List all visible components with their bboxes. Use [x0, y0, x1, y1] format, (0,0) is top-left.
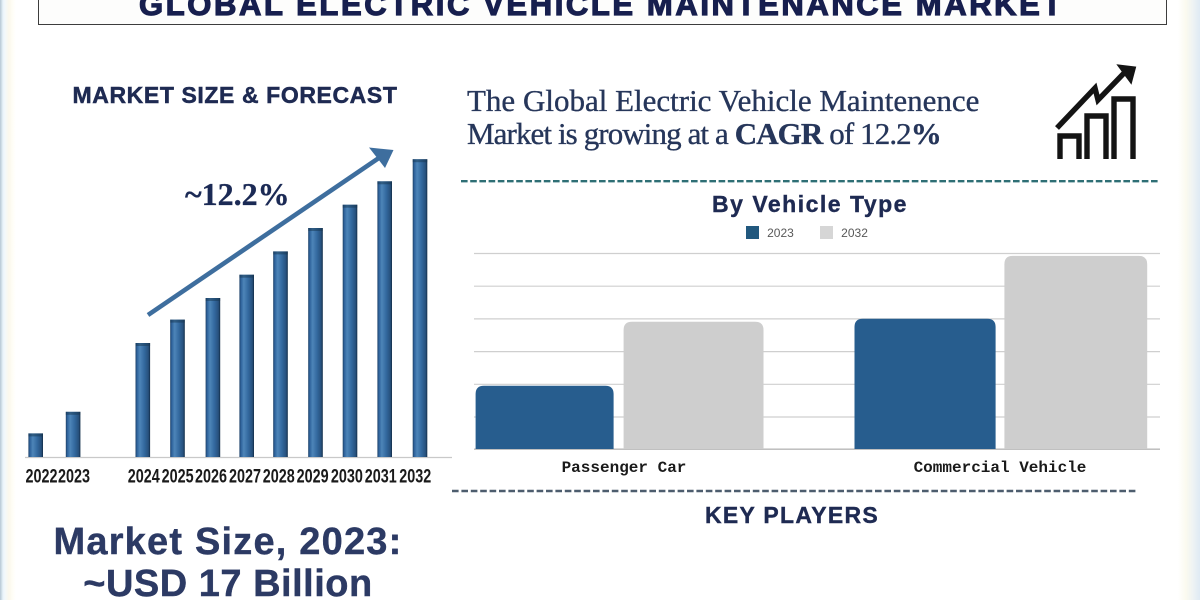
svg-text:2022: 2022	[26, 466, 58, 488]
svg-text:2027: 2027	[229, 466, 261, 488]
svg-text:2028: 2028	[263, 466, 295, 488]
svg-text:2023: 2023	[58, 466, 90, 488]
svg-text:2026: 2026	[195, 466, 227, 488]
svg-text:2030: 2030	[331, 466, 363, 488]
svg-text:2029: 2029	[297, 466, 329, 488]
svg-text:2031: 2031	[365, 466, 397, 488]
svg-text:2032: 2032	[399, 466, 431, 488]
svg-text:2025: 2025	[162, 466, 194, 488]
svg-text:2024: 2024	[128, 466, 160, 488]
